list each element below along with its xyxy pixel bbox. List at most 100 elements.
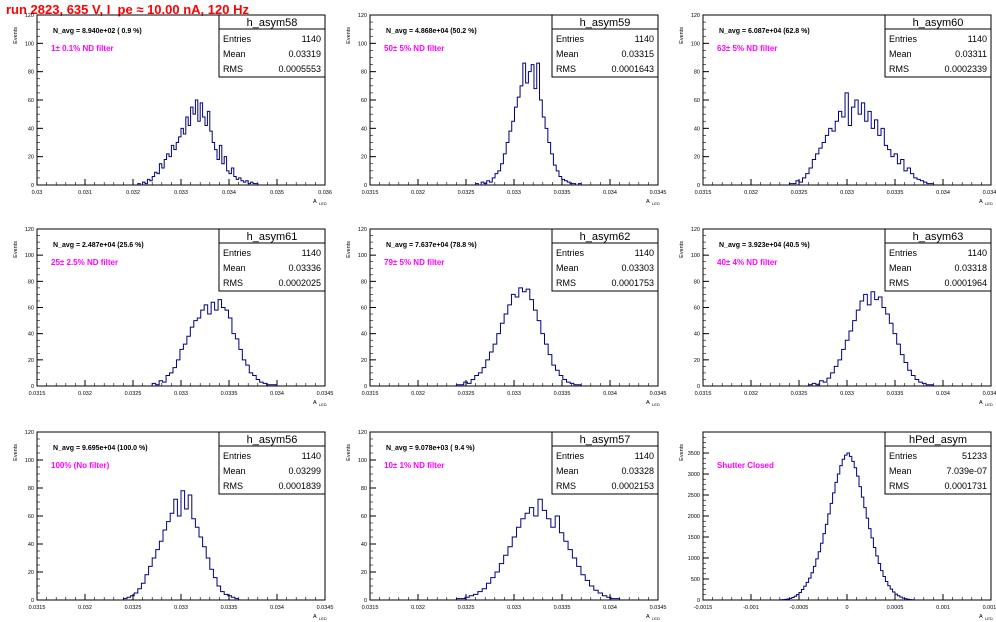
stats-box <box>884 228 992 292</box>
stat-label: Entries <box>889 248 918 258</box>
stat-label: Entries <box>223 451 252 461</box>
navg-label: N_avg = 9.695e+04 (100.0 %) <box>53 445 148 452</box>
histogram-panel-h_asym58: 0 20 40 60 80 100 120 Events 0.03 0.031 0.032 0.033… <box>13 13 332 206</box>
x-tick-label: 0.001 <box>936 605 950 611</box>
stat-value: 1140 <box>302 451 321 461</box>
x-tick-label: 0.0005 <box>887 605 904 611</box>
y-axis-label: Events <box>13 444 19 461</box>
stat-value: 1140 <box>635 34 654 44</box>
y-axis-label: Events <box>13 241 19 258</box>
x-tick-label: 0.0335 <box>554 605 571 611</box>
stat-value: 1140 <box>635 451 654 461</box>
stat-label: Entries <box>556 34 585 44</box>
y-tick-label: 80 <box>361 279 367 285</box>
navg-label: N_avg = 4.868e+04 (50.2 %) <box>386 28 477 35</box>
y-tick-label: 0 <box>697 384 700 390</box>
histogram-line <box>151 299 278 386</box>
stat-label: RMS <box>223 64 243 74</box>
y-tick-label: 60 <box>28 514 34 520</box>
y-tick-label: 20 <box>694 358 700 364</box>
y-axis-label: Events <box>679 444 685 461</box>
y-tick-label: 100 <box>358 41 367 47</box>
x-tick-label: 0.031 <box>78 190 92 196</box>
x-axis-label-sub: LED <box>985 201 993 206</box>
stats-box <box>884 431 992 495</box>
stat-value: 0.03311 <box>955 49 987 59</box>
y-tick-label: 20 <box>361 155 367 161</box>
stat-value: 1140 <box>968 248 987 258</box>
histogram-panel-h_asym61: 0 20 40 60 80 100 120 Events 0.0315 0.032 0.0325 0.… <box>13 227 333 407</box>
y-tick-label: 80 <box>694 70 700 76</box>
y-tick-label: 60 <box>694 98 700 104</box>
histogram-line <box>808 291 934 386</box>
x-axis-label-sub: LED <box>652 402 660 407</box>
stat-label: Entries <box>556 248 585 258</box>
stat-label: Mean <box>223 466 246 476</box>
x-axis-label-sub: LED <box>652 616 660 621</box>
hist-title: h_asym58 <box>247 17 298 29</box>
y-axis-label: Events <box>679 27 685 44</box>
y-tick-label: 20 <box>28 358 34 364</box>
filter-label: 79± 5% ND filter <box>384 258 444 267</box>
x-tick-label: 0.0335 <box>554 391 571 397</box>
x-tick-label: 0.034 <box>603 391 617 397</box>
y-tick-label: 0 <box>31 598 34 604</box>
stats-box <box>884 14 992 78</box>
x-axis-label: A <box>313 614 317 620</box>
x-axis-label-sub: LED <box>985 616 993 621</box>
y-tick-label: 0 <box>364 384 367 390</box>
histogram-panel-h_asym56: 0 20 40 60 80 100 120 Events 0.0315 0.032 0.0325 0.… <box>13 430 333 621</box>
run-title: run 2823, 635 V, I_pe ≈ 10.00 nA, 120 Hz <box>6 2 249 17</box>
x-tick-label: 0.0325 <box>125 391 142 397</box>
stats-box <box>551 228 659 292</box>
x-tick-label: 0.0345 <box>983 391 996 397</box>
x-tick-label: 0.0335 <box>221 605 238 611</box>
x-tick-label: 0.0335 <box>221 391 238 397</box>
navg-label: N_avg = 9.078e+03 ( 9.4 %) <box>386 445 475 452</box>
y-tick-label: 80 <box>694 279 700 285</box>
x-axis-label: A <box>979 614 983 620</box>
x-axis-label: A <box>313 199 317 205</box>
stat-label: RMS <box>889 481 909 491</box>
stat-value: 0.0002025 <box>278 278 321 288</box>
x-axis-label-sub: LED <box>319 402 327 407</box>
y-tick-label: 60 <box>28 98 34 104</box>
x-tick-label: 0.0345 <box>650 391 667 397</box>
y-tick-label: 100 <box>25 41 34 47</box>
stat-value: 1140 <box>968 34 987 44</box>
stat-value: 51233 <box>962 451 987 461</box>
x-tick-label: 0.035 <box>270 190 284 196</box>
y-tick-label: 40 <box>694 332 700 338</box>
y-tick-label: 40 <box>28 126 34 132</box>
y-tick-label: 80 <box>361 70 367 76</box>
y-tick-label: 0 <box>31 183 34 189</box>
stat-value: 0.0002339 <box>944 64 987 74</box>
x-axis-label: A <box>979 199 983 205</box>
y-tick-label: 0 <box>364 598 367 604</box>
stat-value: 0.03318 <box>954 263 987 273</box>
y-axis-label: Events <box>346 241 352 258</box>
x-axis-label: A <box>646 199 650 205</box>
x-tick-label: 0.033 <box>174 605 188 611</box>
x-tick-label: 0.0315 <box>362 190 379 196</box>
x-tick-label: 0.0315 <box>29 605 46 611</box>
histogram-panel-h_asym59: 0 20 40 60 80 100 120 Events 0.0315 0.032 0.0325 0.… <box>346 13 666 206</box>
stat-value: 0.03299 <box>288 466 321 476</box>
x-tick-label: -0.0015 <box>694 605 713 611</box>
y-tick-label: 80 <box>361 486 367 492</box>
y-tick-label: 2000 <box>688 514 700 520</box>
filter-label: Shutter Closed <box>717 461 774 470</box>
x-tick-label: 0.0325 <box>458 605 475 611</box>
y-tick-label: 20 <box>694 155 700 161</box>
histogram-panel-h_asym57: 0 20 40 60 80 100 120 Events 0.0315 0.032 0.0325 0.… <box>346 430 666 621</box>
x-axis-label: A <box>313 400 317 406</box>
x-tick-label: 0.03 <box>32 190 43 196</box>
stat-value: 1140 <box>635 248 654 258</box>
stat-label: Mean <box>556 263 579 273</box>
y-tick-label: 120 <box>691 13 700 19</box>
stat-label: RMS <box>556 481 576 491</box>
y-tick-label: 120 <box>691 227 700 233</box>
x-tick-label: 0.033 <box>174 190 188 196</box>
stats-box <box>218 14 326 78</box>
stat-value: 0.03319 <box>288 49 321 59</box>
